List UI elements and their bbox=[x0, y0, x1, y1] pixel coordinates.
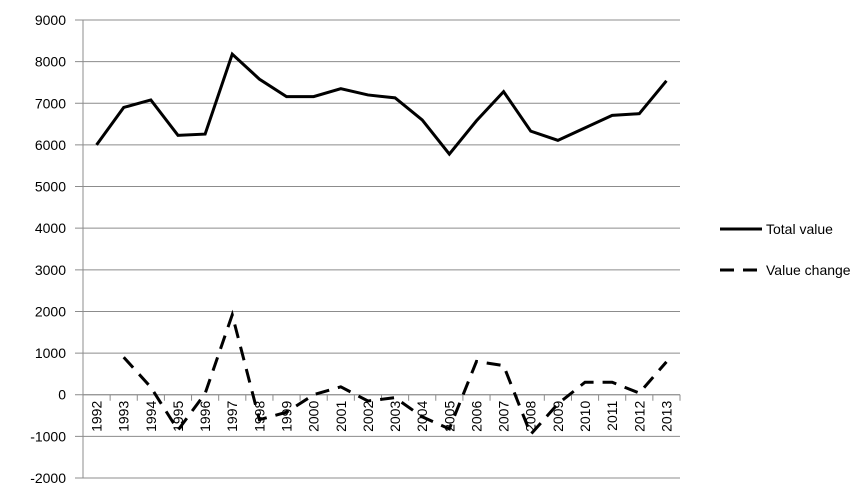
y-tick-label: 1000 bbox=[35, 345, 66, 361]
x-tick-label: 1999 bbox=[279, 401, 295, 432]
x-tick-label: 2007 bbox=[496, 401, 512, 432]
x-tick-label: 1994 bbox=[143, 401, 159, 432]
series-line bbox=[122, 309, 668, 438]
x-tick-label: 2012 bbox=[631, 401, 647, 432]
x-tick-label: 2011 bbox=[604, 401, 620, 431]
x-tick-label: 2010 bbox=[577, 401, 593, 432]
x-tick-label: 1993 bbox=[116, 401, 132, 432]
legend-label: Total value bbox=[766, 221, 833, 237]
y-tick-label: 8000 bbox=[35, 54, 66, 70]
y-tick-label: 6000 bbox=[35, 137, 66, 153]
x-tick-label: 2009 bbox=[550, 401, 566, 432]
x-tick-label: 1992 bbox=[89, 401, 105, 432]
x-tick-label: 1995 bbox=[170, 401, 186, 432]
y-tick-label: 0 bbox=[58, 387, 66, 403]
x-tick-label: 2000 bbox=[306, 401, 322, 432]
x-tick-label: 2001 bbox=[333, 401, 349, 432]
y-tick-label: -2000 bbox=[30, 470, 66, 484]
x-tick-label: 2003 bbox=[387, 401, 403, 432]
x-tick-label: 1996 bbox=[197, 401, 213, 432]
y-tick-label: 2000 bbox=[35, 303, 66, 319]
x-tick-label: 1997 bbox=[224, 401, 240, 432]
x-tick-label: 2006 bbox=[468, 401, 484, 432]
y-tick-label: 4000 bbox=[35, 220, 66, 236]
x-tick-label: 2002 bbox=[360, 401, 376, 432]
x-tick-label: 2005 bbox=[441, 401, 457, 432]
x-tick-label: 2013 bbox=[658, 401, 674, 432]
series-line bbox=[95, 51, 668, 157]
y-tick-label: 7000 bbox=[35, 95, 66, 111]
legend-label: Value change bbox=[766, 262, 851, 278]
y-tick-label: 5000 bbox=[35, 179, 66, 195]
y-tick-label: 9000 bbox=[35, 12, 66, 28]
y-tick-label: 3000 bbox=[35, 262, 66, 278]
y-tick-label: -1000 bbox=[30, 428, 66, 444]
